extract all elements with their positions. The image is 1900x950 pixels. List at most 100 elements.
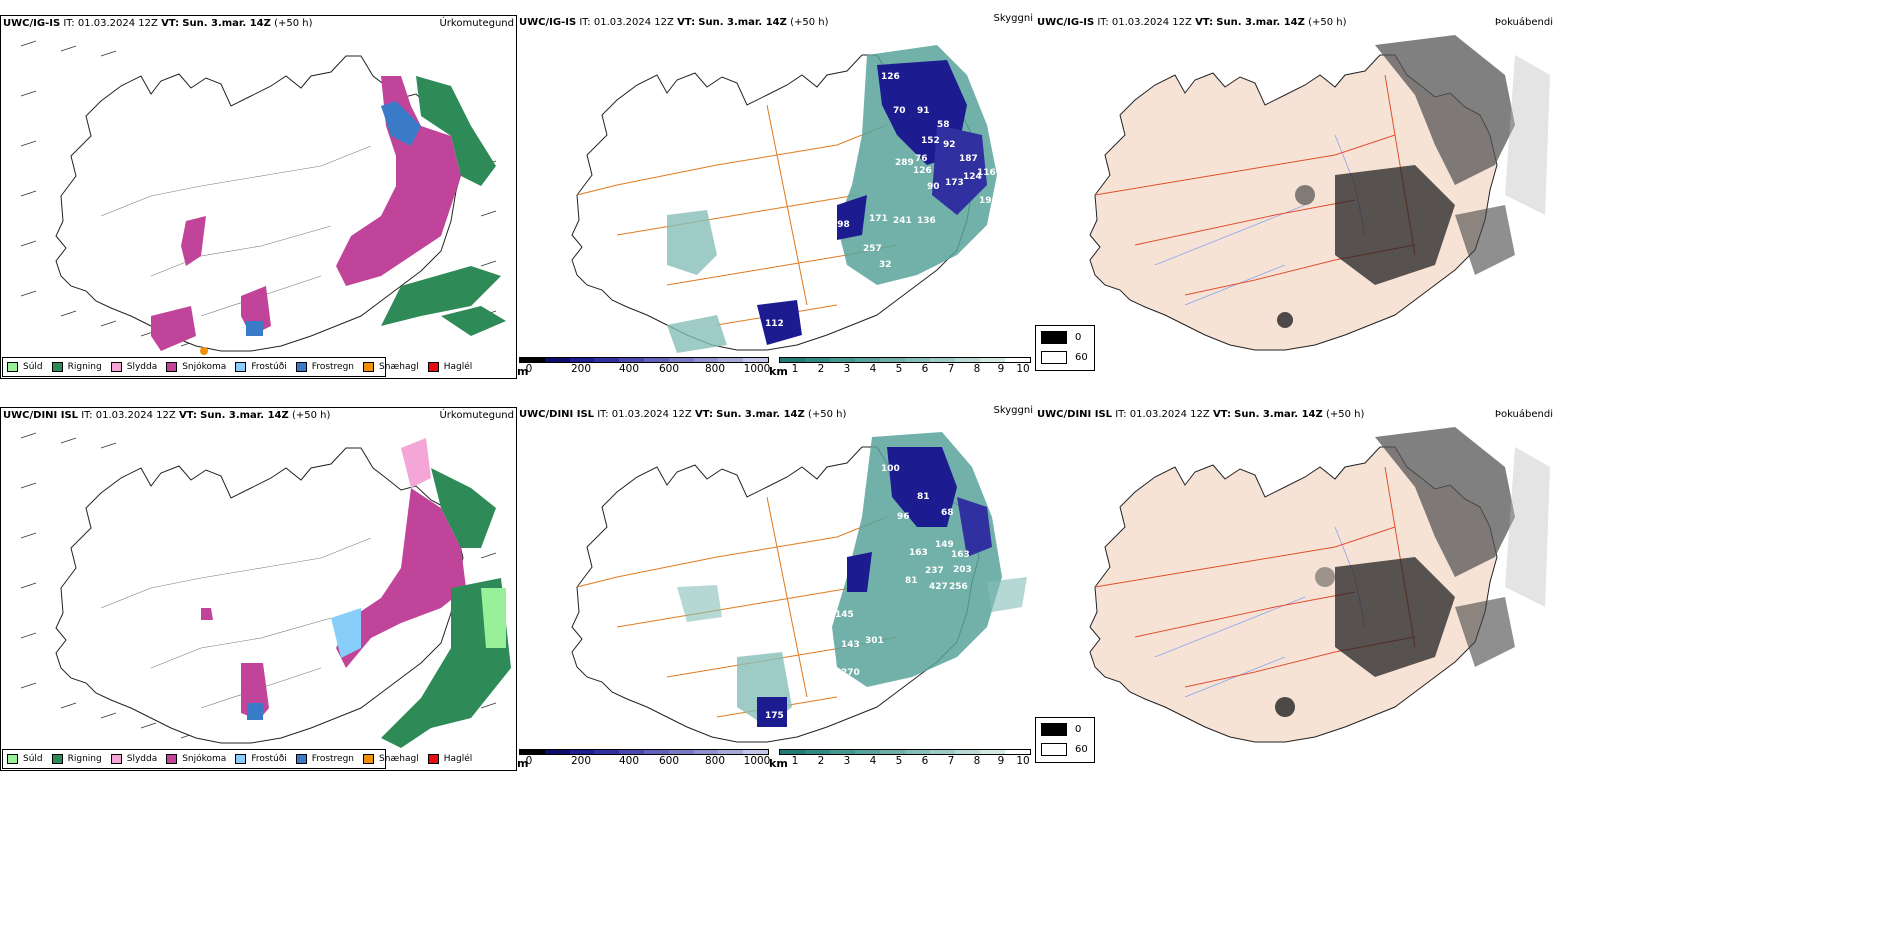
tick-label: 2 bbox=[817, 755, 825, 767]
ceiling-label: 100 bbox=[881, 464, 900, 474]
unit-label: m bbox=[517, 365, 529, 378]
panel-fog-top: 0 60 UWC/IG-IS IT: 01.03.2024 12Z VT: Su… bbox=[1035, 15, 1555, 379]
panel-title: UWC/IG-IS IT: 01.03.2024 12Z VT: Sun. 3.… bbox=[519, 17, 829, 28]
precip-type-map bbox=[20, 40, 506, 355]
legend-swatch bbox=[110, 754, 122, 764]
fog-legend: 0 60 bbox=[1035, 717, 1095, 763]
ceiling-label: 96 bbox=[897, 512, 910, 522]
panel-visibility-top: 126 70 91 58 152 92 76 289 126 187 116 9… bbox=[517, 13, 1035, 379]
ceiling-label: 187 bbox=[959, 154, 978, 164]
legend-item: Slydda bbox=[110, 362, 157, 372]
legend-swatch bbox=[295, 754, 307, 764]
legend-item: Snjókoma bbox=[166, 754, 226, 764]
legend-swatch bbox=[363, 754, 375, 764]
legend-swatch bbox=[1041, 743, 1067, 756]
cloud-base-colorbar: m 0 200 400 600 800 1000 bbox=[517, 749, 770, 770]
ceiling-label: 173 bbox=[945, 178, 964, 188]
ceiling-label: 198 bbox=[831, 220, 850, 230]
legend-swatch bbox=[427, 362, 439, 372]
legend-swatch bbox=[110, 362, 122, 372]
visibility-colorbar: km 1 2 3 4 5 6 7 8 9 10 bbox=[769, 357, 1031, 378]
ceiling-label: 116 bbox=[977, 168, 996, 178]
tick-label: 600 bbox=[658, 755, 680, 767]
tick-label: 9 bbox=[997, 363, 1005, 375]
ceiling-label: 90 bbox=[927, 182, 940, 192]
ceiling-label: 68 bbox=[941, 508, 954, 518]
field-label: Skyggni bbox=[993, 405, 1033, 416]
tick-label: 1 bbox=[791, 755, 799, 767]
ceiling-labels: 100 81 96 68 149 163 163 237 203 427 256… bbox=[765, 464, 972, 721]
field-label: Þokuábendi bbox=[1494, 409, 1553, 420]
tick-label: 800 bbox=[704, 755, 726, 767]
tick-label: 4 bbox=[869, 363, 877, 375]
ceiling-label: 289 bbox=[895, 158, 914, 168]
fog-areas bbox=[1275, 427, 1550, 717]
ceiling-label: 256 bbox=[949, 582, 968, 592]
field-label: Úrkomutegund bbox=[439, 18, 514, 29]
precip-areas bbox=[201, 438, 511, 748]
panel-title: UWC/DINI ISL IT: 01.03.2024 12Z VT: Sun.… bbox=[1037, 409, 1365, 420]
tick-label: 7 bbox=[947, 363, 955, 375]
legend-item: Snæhagl bbox=[363, 754, 419, 764]
panel-title: UWC/DINI ISL IT: 01.03.2024 12Z VT: Sun.… bbox=[3, 410, 331, 421]
panel-title: UWC/IG-IS IT: 01.03.2024 12Z VT: Sun. 3.… bbox=[3, 18, 313, 29]
precip-legend: Súld Rigning Slydda Snjókoma Frostúði Fr… bbox=[2, 357, 472, 377]
roads bbox=[576, 104, 898, 326]
tick-label: 2 bbox=[817, 363, 825, 375]
panel-title: UWC/DINI ISL IT: 01.03.2024 12Z VT: Sun.… bbox=[519, 409, 847, 420]
visibility-map: 100 81 96 68 149 163 163 237 203 427 256… bbox=[571, 432, 1027, 743]
ceiling-labels: 126 70 91 58 152 92 76 289 126 187 116 9… bbox=[765, 72, 996, 329]
tick-label: 7 bbox=[947, 755, 955, 767]
legend-item: Frostregn bbox=[295, 754, 354, 764]
legend-swatch bbox=[235, 362, 247, 372]
legend-item: Slydda bbox=[110, 754, 157, 764]
tick-label: 5 bbox=[895, 363, 903, 375]
tick-label: 200 bbox=[570, 363, 592, 375]
legend-item: Frostúði bbox=[235, 362, 287, 372]
precip-areas bbox=[151, 76, 506, 355]
field-label: Skyggni bbox=[993, 13, 1033, 24]
tick-label: 200 bbox=[570, 755, 592, 767]
panel-precip-type-bottom: UWC/DINI ISL IT: 01.03.2024 12Z VT: Sun.… bbox=[0, 407, 517, 771]
legend-swatch bbox=[1041, 331, 1067, 344]
fog-legend: 0 60 bbox=[1035, 325, 1095, 371]
cloud-base-colorbar: m 0 200 400 600 800 1000 bbox=[517, 357, 770, 378]
ceiling-label: 92 bbox=[943, 140, 956, 150]
unit-label: km bbox=[769, 757, 788, 770]
unit-label: km bbox=[769, 365, 788, 378]
ceiling-label: 112 bbox=[765, 319, 784, 329]
tick-label: 400 bbox=[618, 755, 640, 767]
ceiling-label: 171 bbox=[869, 214, 888, 224]
legend-item: Haglél bbox=[427, 754, 472, 764]
tick-label: 1 bbox=[791, 363, 799, 375]
legend-swatch bbox=[7, 362, 18, 372]
ceiling-label: 152 bbox=[921, 136, 940, 146]
legend-item: Súld bbox=[7, 362, 43, 372]
ceiling-label: 76 bbox=[915, 154, 928, 164]
legend-item: Snjókoma bbox=[166, 362, 226, 372]
legend-item: Rigning bbox=[51, 754, 102, 764]
fog-map bbox=[1089, 35, 1550, 351]
tick-label: 8 bbox=[973, 363, 981, 375]
legend-item: Frostregn bbox=[295, 362, 354, 372]
ceiling-label: 81 bbox=[905, 576, 918, 586]
legend-swatch bbox=[363, 362, 375, 372]
field-label: Þokuábendi bbox=[1494, 17, 1553, 28]
ceiling-label: 143 bbox=[841, 640, 860, 650]
tick-label: 3 bbox=[843, 363, 851, 375]
unit-label: m bbox=[517, 757, 529, 770]
tick-label: 600 bbox=[658, 363, 680, 375]
roads bbox=[1094, 466, 1416, 688]
tick-label: 10 bbox=[1016, 755, 1030, 767]
ceiling-label: 58 bbox=[937, 120, 950, 130]
panel-title: UWC/IG-IS IT: 01.03.2024 12Z VT: Sun. 3.… bbox=[1037, 17, 1347, 28]
visibility-colorbar: km 1 2 3 4 5 6 7 8 9 10 bbox=[769, 749, 1031, 770]
legend-swatch bbox=[51, 754, 63, 764]
tick-label: 4 bbox=[869, 755, 877, 767]
panel-fog-bottom: 0 60 UWC/DINI ISL IT: 01.03.2024 12Z VT:… bbox=[1035, 407, 1555, 771]
ceiling-label: 427 bbox=[929, 582, 948, 592]
ceiling-label: 163 bbox=[951, 550, 970, 560]
legend-item: Súld bbox=[7, 754, 43, 764]
ceiling-label: 237 bbox=[925, 566, 944, 576]
tick-label: 800 bbox=[704, 363, 726, 375]
